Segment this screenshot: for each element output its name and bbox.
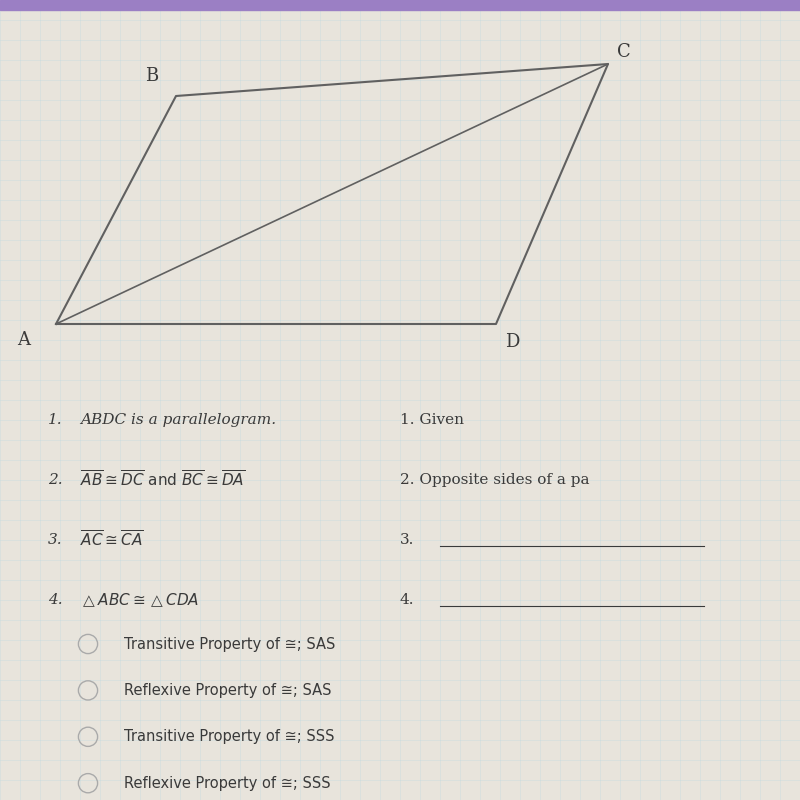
Text: 2. Opposite sides of a pa: 2. Opposite sides of a pa xyxy=(400,473,590,487)
Text: $\overline{AB} \cong \overline{DC}$ and $\overline{BC} \cong \overline{DA}$: $\overline{AB} \cong \overline{DC}$ and … xyxy=(80,470,246,490)
Text: C: C xyxy=(617,43,631,61)
Text: 4.: 4. xyxy=(400,593,414,607)
Bar xyxy=(0,0,800,10)
Text: B: B xyxy=(146,67,158,85)
Text: D: D xyxy=(505,334,519,351)
Text: 1.: 1. xyxy=(48,413,62,427)
Text: ABDC is a parallelogram.: ABDC is a parallelogram. xyxy=(80,413,276,427)
Text: 3.: 3. xyxy=(48,533,62,547)
Text: Reflexive Property of ≅; SAS: Reflexive Property of ≅; SAS xyxy=(124,683,331,698)
Text: Transitive Property of ≅; SAS: Transitive Property of ≅; SAS xyxy=(124,637,335,651)
Text: 4.: 4. xyxy=(48,593,62,607)
Text: Transitive Property of ≅; SSS: Transitive Property of ≅; SSS xyxy=(124,730,334,744)
Text: Reflexive Property of ≅; SSS: Reflexive Property of ≅; SSS xyxy=(124,776,330,790)
Text: 3.: 3. xyxy=(400,533,414,547)
Text: A: A xyxy=(18,331,30,349)
Text: $\overline{AC} \cong \overline{CA}$: $\overline{AC} \cong \overline{CA}$ xyxy=(80,530,144,550)
Text: 1. Given: 1. Given xyxy=(400,413,464,427)
Text: $\triangle ABC \cong \triangle CDA$: $\triangle ABC \cong \triangle CDA$ xyxy=(80,591,199,609)
Text: 2.: 2. xyxy=(48,473,62,487)
